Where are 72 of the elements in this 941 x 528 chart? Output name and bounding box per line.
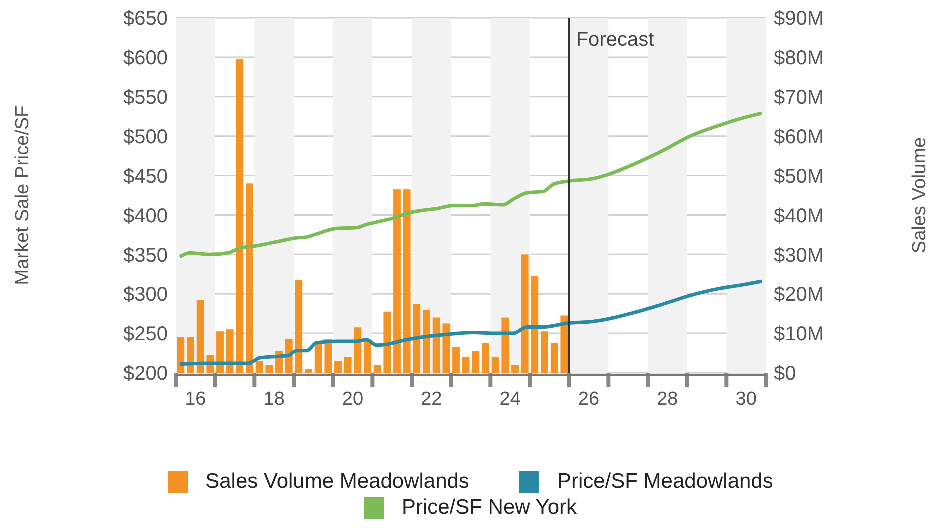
y2-tick-label: $40M xyxy=(774,205,824,228)
bar xyxy=(334,361,342,373)
bar xyxy=(452,347,460,373)
bar xyxy=(462,357,470,373)
x-tick-label: 16 xyxy=(185,389,206,410)
bar xyxy=(196,300,204,373)
bar xyxy=(266,365,274,373)
y-tick-label: $250 xyxy=(124,324,168,346)
bar xyxy=(482,343,490,373)
bar xyxy=(521,254,529,373)
bar xyxy=(550,343,558,373)
y-tick-label: $600 xyxy=(124,48,168,70)
bar xyxy=(216,332,224,373)
y-tick-label: $550 xyxy=(124,86,168,109)
bar xyxy=(384,312,392,373)
bar xyxy=(246,184,254,373)
y-tick-label: $350 xyxy=(124,244,168,267)
bar xyxy=(187,338,194,373)
y2-tick-label: $80M xyxy=(774,48,824,70)
bar xyxy=(354,328,362,373)
y2-tick-label: $60M xyxy=(774,126,824,148)
ref-line-label: Forecast xyxy=(576,29,655,51)
legend-label: Price/SF New York xyxy=(402,496,578,520)
bar xyxy=(492,357,500,373)
y-tick-label: $650 xyxy=(124,8,168,30)
x-tick-label: 18 xyxy=(264,389,285,410)
bar xyxy=(226,330,234,373)
bar xyxy=(403,190,411,373)
bar xyxy=(305,369,312,373)
y2-tick-label: $20M xyxy=(774,284,824,306)
y2-tick-label: $10M xyxy=(774,324,824,346)
bar xyxy=(295,280,303,373)
line-series xyxy=(178,280,764,366)
bar xyxy=(256,361,264,373)
bar xyxy=(512,365,519,373)
line-series xyxy=(178,112,764,259)
bar xyxy=(324,339,332,373)
bar xyxy=(236,59,244,373)
y2-tick-label: $70M xyxy=(774,86,824,109)
legend-label: Sales Volume Meadowlands xyxy=(206,470,470,494)
bar xyxy=(472,351,480,373)
x-tick-label: 30 xyxy=(736,389,757,410)
y-tick-label: $450 xyxy=(124,166,168,188)
x-tick-label: 20 xyxy=(342,389,364,410)
y-tick-label: $500 xyxy=(124,126,168,148)
bar xyxy=(502,318,510,373)
x-tick-label: 26 xyxy=(578,389,600,410)
y2-axis-title: Sales Volume xyxy=(910,137,931,254)
y-tick-label: $300 xyxy=(124,284,168,306)
bar xyxy=(432,318,440,373)
y2-tick-label: $30M xyxy=(774,244,824,267)
legend-label: Price/SF Meadowlands xyxy=(557,470,774,494)
bar xyxy=(560,316,568,373)
bar xyxy=(531,276,539,373)
y2-tick-label: $0 xyxy=(774,363,796,386)
x-tick-label: 22 xyxy=(421,389,442,410)
bar xyxy=(374,365,382,373)
x-tick-label: 24 xyxy=(500,389,522,410)
bar xyxy=(413,304,421,373)
y2-tick-label: $50M xyxy=(774,166,824,188)
y-tick-label: $400 xyxy=(124,205,168,228)
bar xyxy=(541,332,548,373)
y2-tick-label: $90M xyxy=(774,8,824,30)
bar xyxy=(344,357,352,373)
y-axis-title: Market Sale Price/SF xyxy=(12,106,34,286)
bar xyxy=(364,341,372,373)
bar xyxy=(177,338,185,373)
bar xyxy=(394,190,401,373)
y-tick-label: $200 xyxy=(124,363,168,386)
bar xyxy=(442,324,450,373)
x-tick-label: 28 xyxy=(657,389,678,410)
bar xyxy=(423,310,430,373)
